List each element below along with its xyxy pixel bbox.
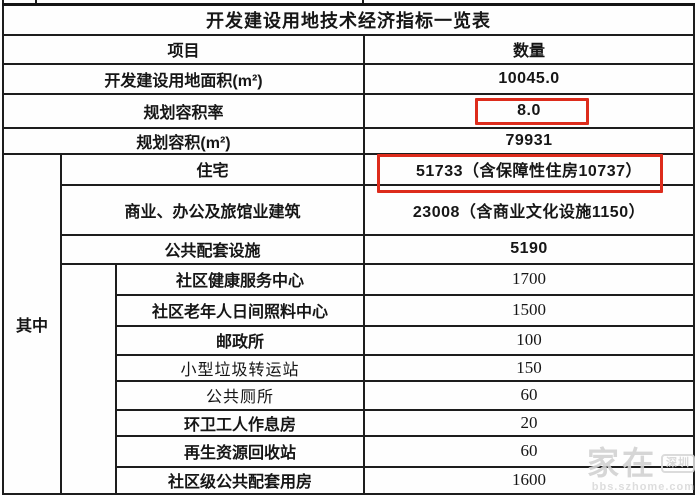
subrow-health-center-value: 1700 <box>363 262 695 296</box>
cropped-line-stub <box>362 0 364 4</box>
subrow-garbage-transfer-label: 小型垃圾转运站 <box>115 353 365 382</box>
watermark-region-badge: 深圳 <box>661 453 695 473</box>
row-residential-value: 51733（含保障性住房10737） <box>416 163 642 180</box>
subrow-post-office-label: 邮政所 <box>115 324 365 356</box>
group-spacer-cell <box>60 262 117 495</box>
subrow-sanitation-restroom-value: 20 <box>363 408 695 437</box>
subrow-community-support-housing: 社区级公共配套用房 1600 <box>3 465 695 495</box>
row-commercial-label: 商业、办公及旅馆业建筑 <box>60 183 365 236</box>
row-public-facilities: 公共配套设施 5190 <box>3 233 695 265</box>
row-land-area-label: 开发建设用地面积(m²) <box>2 62 365 95</box>
subrow-community-support-housing-label: 社区级公共配套用房 <box>115 465 365 495</box>
indicators-table: 开发建设用地技术经济指标一览表 项目 数量 开发建设用地面积(m²) 10045… <box>2 3 695 495</box>
subrow-recycling-station: 再生资源回收站 60 <box>3 434 695 468</box>
cropped-line-stub <box>35 0 37 4</box>
subrow-garbage-transfer-value: 150 <box>363 353 695 382</box>
col-header-item: 项目 <box>2 33 365 65</box>
group-label-qizhong: 其中 <box>2 152 62 495</box>
subrow-public-toilet: 公共厕所 60 <box>3 379 695 411</box>
row-plot-ratio-value-cell: 8.0 <box>363 92 695 129</box>
row-commercial-value: 23008（含商业文化设施1150） <box>363 183 695 236</box>
subrow-community-support-housing-value: 1600 <box>363 465 695 495</box>
row-planned-gfa-value: 79931 <box>363 126 695 155</box>
subrow-elderly-daycare-label: 社区老年人日间照料中心 <box>115 293 365 327</box>
row-plot-ratio-value: 8.0 <box>517 101 541 119</box>
row-residential-label: 住宅 <box>60 152 365 186</box>
row-plot-ratio-label: 规划容积率 <box>2 92 365 129</box>
subrow-elderly-daycare-value: 1500 <box>363 293 695 327</box>
subrow-recycling-station-value: 60 <box>363 434 695 468</box>
subrow-elderly-daycare: 社区老年人日间照料中心 1500 <box>3 293 695 327</box>
row-land-area: 开发建设用地面积(m²) 10045.0 <box>2 62 695 95</box>
row-residential-value-cell: 51733（含保障性住房10737） <box>363 152 695 193</box>
watermark: 家在 深圳 bbs.szhome.com <box>587 447 695 493</box>
subrow-garbage-transfer: 小型垃圾转运站 150 <box>3 353 695 382</box>
row-land-area-value: 10045.0 <box>363 62 695 95</box>
row-plot-ratio: 规划容积率 8.0 <box>2 92 695 129</box>
watermark-url: bbs.szhome.com <box>591 481 695 493</box>
subrow-sanitation-restroom-label: 环卫工人作息房 <box>115 408 365 437</box>
subrow-public-toilet-label: 公共厕所 <box>115 379 365 411</box>
subrow-sanitation-restroom: 环卫工人作息房 20 <box>3 408 695 437</box>
table-title: 开发建设用地技术经济指标一览表 <box>2 3 695 36</box>
subrow-health-center: 社区健康服务中心 1700 <box>3 262 695 495</box>
row-planned-gfa-label: 规划容积(m²) <box>2 126 365 155</box>
row-public-facilities-label: 公共配套设施 <box>60 233 365 265</box>
subrow-post-office: 邮政所 100 <box>3 324 695 356</box>
row-planned-gfa: 规划容积(m²) 79931 <box>2 126 695 155</box>
row-commercial: 商业、办公及旅馆业建筑 23008（含商业文化设施1150） <box>3 183 695 236</box>
subrow-public-toilet-value: 60 <box>363 379 695 411</box>
subrow-health-center-label: 社区健康服务中心 <box>115 262 365 296</box>
subrow-recycling-station-label: 再生资源回收站 <box>115 434 365 468</box>
row-public-facilities-value: 5190 <box>363 233 695 265</box>
subrow-post-office-value: 100 <box>363 324 695 356</box>
cropped-line-stub <box>2 0 4 4</box>
col-header-quantity: 数量 <box>363 33 695 65</box>
watermark-brand: 家在 <box>586 445 657 481</box>
row-residential: 其中 住宅 51733（含保障性住房10737） <box>2 152 695 495</box>
